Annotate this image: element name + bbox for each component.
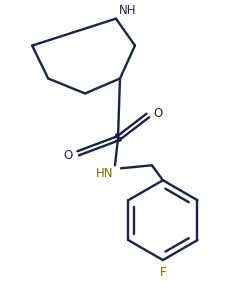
Text: O: O xyxy=(153,107,162,120)
Text: NH: NH xyxy=(119,4,136,17)
Text: O: O xyxy=(64,149,73,162)
Text: S: S xyxy=(114,132,123,145)
Text: F: F xyxy=(160,266,166,279)
Text: HN: HN xyxy=(96,167,113,180)
